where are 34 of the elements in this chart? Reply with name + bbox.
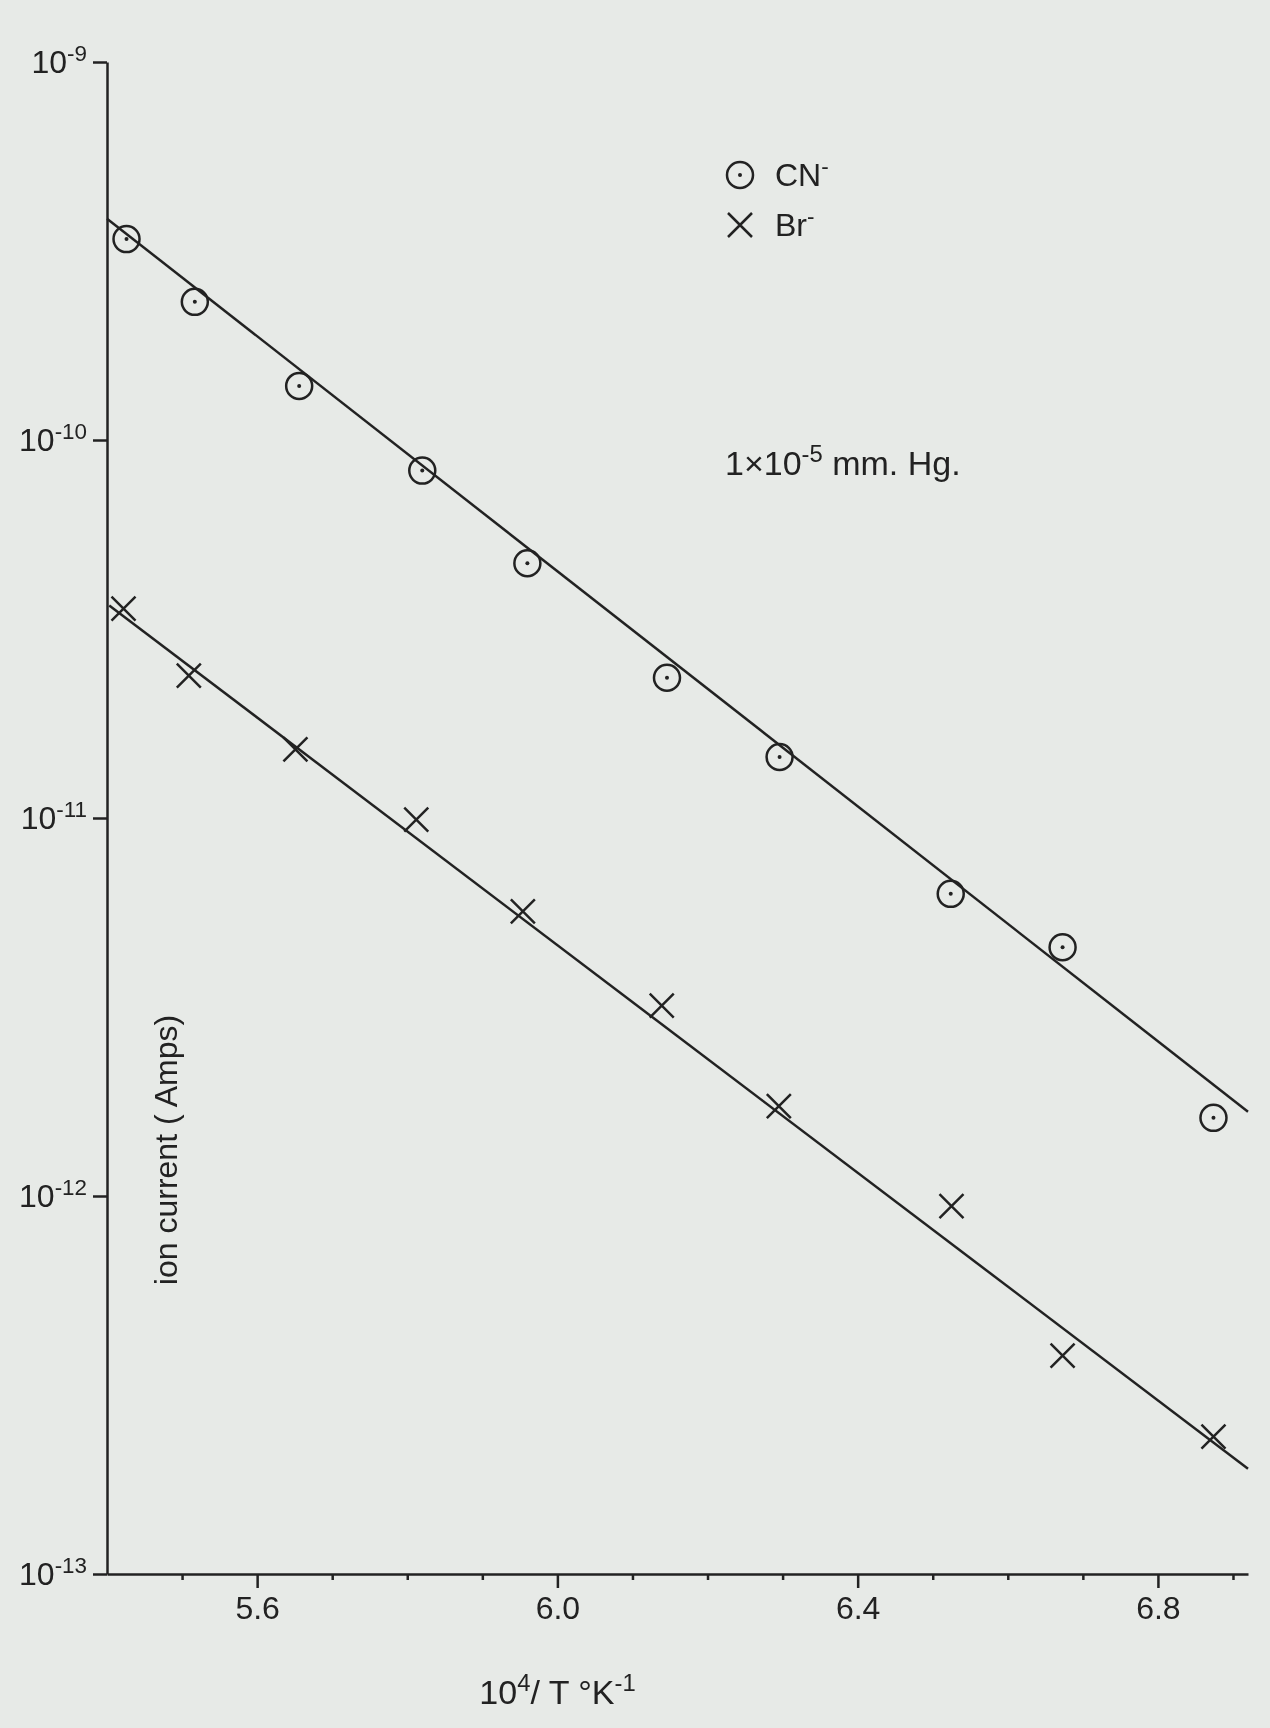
x-axis-title: 10$^{4}$/ T °K$^{-1}$	[479, 1668, 636, 1711]
x-tick-label: 6.8	[1136, 1589, 1181, 1626]
point	[282, 736, 309, 763]
point	[175, 662, 203, 689]
point	[1048, 933, 1077, 962]
point	[403, 806, 430, 833]
y-tick-label: 10$^{-11}$	[20, 796, 87, 836]
x-tick-label: 6.4	[835, 1589, 881, 1626]
y-tick-label: 10$^{-10}$	[19, 418, 87, 458]
point	[765, 742, 794, 772]
point	[112, 224, 141, 254]
point	[938, 1192, 965, 1220]
legend-label: Br$^{-}$	[775, 203, 815, 243]
point	[110, 595, 137, 622]
point	[408, 456, 437, 485]
y-axis-title: ion current ( Amps)	[148, 1014, 184, 1286]
annotation: 1×10$^{-5}$ mm. Hg.	[725, 439, 961, 482]
point	[1199, 1103, 1228, 1133]
x-tick-label: 6.0	[535, 1589, 581, 1626]
point	[936, 879, 965, 909]
point	[652, 663, 682, 692]
point	[509, 898, 537, 925]
point	[513, 549, 542, 578]
y-tick-label: 10$^{-13}$	[19, 1552, 87, 1592]
point	[1049, 1342, 1076, 1369]
point	[284, 371, 314, 401]
x-tick-label: 5.6	[235, 1589, 280, 1626]
point	[1200, 1423, 1227, 1450]
legend-label: CN$^{-}$	[775, 153, 829, 193]
y-tick-label: 10$^{-9}$	[31, 40, 87, 80]
point	[180, 287, 210, 317]
point	[765, 1092, 793, 1120]
y-tick-label: 10$^{-12}$	[19, 1174, 87, 1214]
point	[648, 992, 675, 1019]
